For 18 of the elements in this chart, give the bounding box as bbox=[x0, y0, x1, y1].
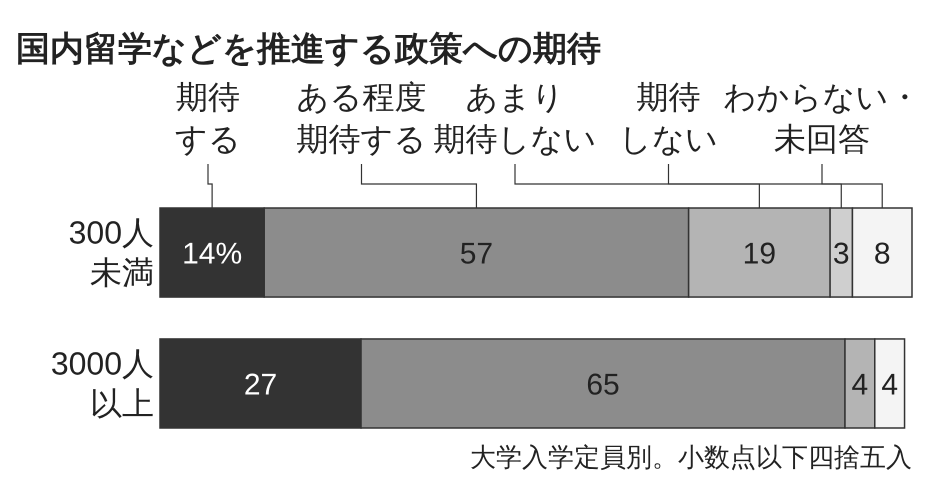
chart-title: 国内留学などを推進する政策への期待 bbox=[16, 30, 601, 68]
data-label: 4 bbox=[881, 368, 898, 402]
data-label: 14% bbox=[182, 237, 242, 270]
data-label: 27 bbox=[244, 368, 278, 402]
y-tick-label: 3000人以上 bbox=[50, 345, 154, 422]
text: あまり期待しない bbox=[434, 79, 596, 157]
series-label: ある程度期待する bbox=[296, 79, 426, 157]
data-label: 57 bbox=[460, 237, 494, 270]
data-label: 65 bbox=[586, 368, 620, 402]
data-label: 4 bbox=[852, 368, 868, 402]
y-tick-label: 300人未満 bbox=[68, 214, 154, 291]
data-label: 3 bbox=[832, 237, 850, 270]
data-label: 19 bbox=[742, 237, 776, 270]
annotation: 大学入学定員別。小数点以下四捨五入 bbox=[470, 442, 912, 472]
text: 期待しない bbox=[619, 79, 718, 157]
series-label: 期待する bbox=[175, 79, 241, 157]
series-label: わからない・未回答 bbox=[724, 79, 920, 157]
data-label: 8 bbox=[874, 237, 891, 270]
